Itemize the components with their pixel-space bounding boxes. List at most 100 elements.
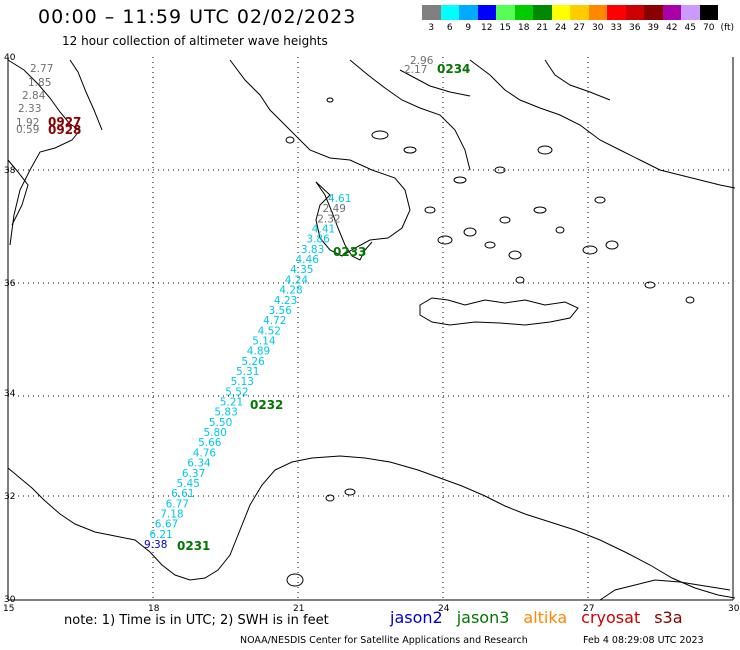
wave-height-label: 3.56 bbox=[269, 305, 293, 317]
wave-height-label: 5.26 bbox=[241, 356, 265, 368]
satellite-legend: jason2 jason3 altika cryosat s3a bbox=[390, 608, 683, 627]
wave-height-label: 0.59 bbox=[16, 124, 39, 136]
color-scale-tick: 30 bbox=[592, 23, 604, 33]
color-scale-tick: 33 bbox=[610, 23, 622, 33]
pass-time-label: 0234 bbox=[437, 62, 470, 76]
wave-height-label: 2.49 bbox=[323, 203, 346, 215]
credit-line: NOAA/NESDIS Center for Satellite Applica… bbox=[240, 635, 528, 646]
wave-height-label: 4.46 bbox=[296, 254, 320, 266]
color-swatch bbox=[570, 5, 589, 20]
wave-height-label: 2.77 bbox=[30, 63, 53, 75]
wave-height-label: 4.72 bbox=[263, 315, 286, 327]
color-scale-swatches bbox=[422, 5, 718, 20]
color-scale-tick: 24 bbox=[555, 23, 567, 33]
coastline bbox=[7, 59, 736, 601]
color-scale-tick: 36 bbox=[629, 23, 641, 33]
longitude-label: 24 bbox=[438, 604, 450, 614]
longitude-label: 18 bbox=[148, 604, 160, 614]
color-scale-ticks: 3 6 9 12 15 18 21 24 27 30 33 36 39 42 45 70 (ft) bbox=[422, 23, 737, 33]
wave-height-label: 4.76 bbox=[193, 447, 217, 459]
color-swatch bbox=[440, 5, 459, 20]
wave-height-label: 4.52 bbox=[258, 325, 281, 337]
pass-time-label: 0927 bbox=[48, 115, 81, 129]
color-scale-tick: 45 bbox=[684, 23, 696, 33]
wave-height-label: 9.38 bbox=[144, 539, 167, 551]
color-swatch bbox=[496, 5, 515, 20]
wave-height-label: 5.52 bbox=[225, 386, 248, 398]
color-swatch bbox=[681, 5, 700, 20]
color-swatch bbox=[422, 5, 441, 20]
wave-height-label: 2.96 bbox=[410, 55, 434, 67]
page-subtitle: 12 hour collection of altimeter wave hei… bbox=[62, 34, 328, 48]
wave-height-label: 6.77 bbox=[166, 498, 189, 510]
color-swatch bbox=[551, 5, 570, 20]
longitude-label: 30 bbox=[728, 604, 740, 614]
wave-height-label: 5.83 bbox=[214, 407, 237, 419]
wave-height-label: 2.33 bbox=[18, 103, 41, 115]
color-scale-unit: (ft) bbox=[720, 23, 735, 33]
color-scale-tick: 18 bbox=[518, 23, 530, 33]
wave-height-label: 4.24 bbox=[285, 274, 309, 286]
wave-height-label: 6.34 bbox=[187, 458, 211, 470]
pass-time-label: 0233 bbox=[333, 245, 366, 259]
color-swatch bbox=[699, 5, 718, 20]
wave-height-label: 6.67 bbox=[155, 519, 178, 531]
color-scale-tick: 39 bbox=[647, 23, 659, 33]
wave-height-label: 4.41 bbox=[312, 224, 335, 236]
longitude-label: 27 bbox=[583, 604, 594, 614]
latitude-label: 36 bbox=[4, 279, 16, 289]
color-scale-tick: 27 bbox=[573, 23, 585, 33]
pass-time-label: 0232 bbox=[250, 398, 283, 412]
lat-lon-grid bbox=[8, 57, 733, 600]
color-swatch bbox=[514, 5, 533, 20]
wave-height-label: 6.21 bbox=[149, 529, 172, 541]
wave-height-label: 1.85 bbox=[28, 77, 51, 89]
wave-height-label: 3.83 bbox=[301, 244, 324, 256]
page-title: 00:00 – 11:59 UTC 02/02/2023 bbox=[38, 6, 357, 28]
color-scale-tick: 70 bbox=[703, 23, 715, 33]
pass-time-label: 0928 bbox=[48, 123, 81, 137]
longitude-label: 15 bbox=[3, 604, 14, 614]
wave-height-label: 5.45 bbox=[177, 478, 200, 490]
satellite-legend-cryosat: cryosat bbox=[581, 608, 641, 627]
wave-height-label: 5.50 bbox=[209, 417, 232, 429]
wave-height-label: 5.21 bbox=[220, 397, 243, 409]
color-scale-tick: 6 bbox=[446, 23, 453, 33]
color-swatch bbox=[625, 5, 644, 20]
wave-height-label: 5.66 bbox=[198, 437, 222, 449]
main-altimeter-track: 9.386.216.677.186.776.615.456.376.344.76… bbox=[144, 193, 351, 551]
satellite-legend-jason2: jason2 bbox=[390, 608, 443, 627]
wave-height-label: 4.89 bbox=[247, 346, 270, 358]
latitude-axis: 40 38 36 34 32 30 bbox=[4, 53, 16, 605]
color-scale-legend: 3 6 9 12 15 18 21 24 27 30 33 36 39 42 45 70 (ft) bbox=[420, 4, 738, 38]
color-scale-tick: 3 bbox=[428, 23, 435, 33]
wave-height-label: 7.18 bbox=[160, 509, 183, 521]
satellite-legend-jason3: jason3 bbox=[456, 608, 510, 627]
latitude-label: 30 bbox=[4, 595, 16, 605]
satellite-legend-altika: altika bbox=[523, 608, 568, 627]
color-swatch bbox=[644, 5, 663, 20]
generation-timestamp: Feb 4 08:29:08 UTC 2023 bbox=[583, 635, 704, 646]
wave-height-label: 4.23 bbox=[274, 295, 297, 307]
wave-height-label: 5.31 bbox=[236, 366, 259, 378]
pass-time-label: 0231 bbox=[177, 539, 210, 553]
wave-height-label: 5.80 bbox=[204, 427, 227, 439]
color-scale-tick: 42 bbox=[666, 23, 678, 33]
longitude-label: 21 bbox=[293, 604, 304, 614]
wave-height-label: 5.13 bbox=[231, 376, 254, 388]
wave-height-label: 2.32 bbox=[317, 213, 340, 225]
wave-height-label: 3.86 bbox=[306, 234, 330, 246]
color-swatch bbox=[662, 5, 681, 20]
footer-note: note: 1) Time is in UTC; 2) SWH is in fe… bbox=[64, 613, 329, 628]
wave-height-label: 6.37 bbox=[182, 468, 205, 480]
color-swatch bbox=[607, 5, 626, 20]
color-scale-tick: 21 bbox=[536, 23, 548, 33]
latitude-label: 32 bbox=[4, 492, 15, 502]
latitude-label: 34 bbox=[4, 389, 16, 399]
color-swatch bbox=[588, 5, 607, 20]
color-scale-tick: 15 bbox=[499, 23, 511, 33]
map-frame bbox=[7, 57, 734, 601]
color-swatch bbox=[533, 5, 552, 20]
color-scale-tick: 12 bbox=[481, 23, 493, 33]
